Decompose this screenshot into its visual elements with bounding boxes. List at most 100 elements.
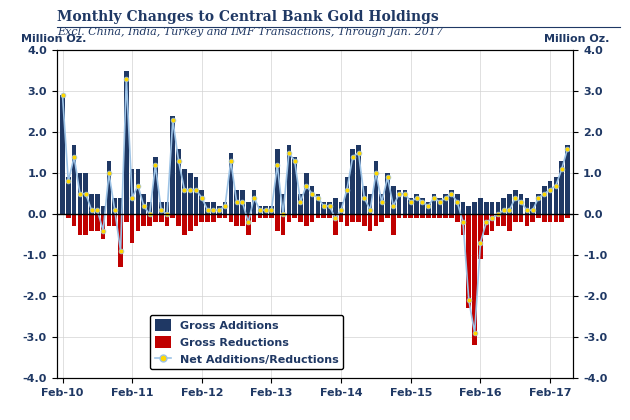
Bar: [507, 214, 512, 231]
Bar: [408, 198, 413, 214]
Bar: [205, 214, 210, 222]
Bar: [298, 194, 303, 214]
Bar: [252, 189, 256, 214]
Bar: [89, 194, 94, 214]
Bar: [211, 214, 215, 222]
Bar: [298, 214, 303, 222]
Bar: [547, 181, 553, 214]
Bar: [229, 214, 233, 222]
Bar: [205, 202, 210, 214]
Bar: [368, 214, 372, 231]
Bar: [281, 194, 285, 214]
Bar: [223, 202, 227, 214]
Bar: [164, 214, 169, 226]
Bar: [229, 153, 233, 214]
Bar: [246, 202, 251, 214]
Bar: [193, 177, 198, 214]
Bar: [345, 177, 349, 214]
Bar: [356, 214, 361, 222]
Bar: [124, 214, 129, 222]
Bar: [164, 202, 169, 214]
Bar: [258, 206, 262, 214]
Bar: [200, 214, 204, 222]
Bar: [176, 214, 181, 226]
Bar: [130, 214, 134, 243]
Bar: [182, 214, 186, 235]
Bar: [374, 214, 378, 226]
Bar: [159, 202, 164, 214]
Bar: [466, 206, 471, 214]
Bar: [60, 95, 65, 214]
Bar: [525, 214, 529, 226]
Bar: [72, 214, 76, 226]
Bar: [391, 186, 396, 214]
Bar: [316, 214, 320, 218]
Bar: [379, 194, 384, 214]
Bar: [461, 202, 466, 214]
Bar: [77, 214, 83, 235]
Bar: [449, 189, 454, 214]
Bar: [542, 214, 547, 222]
Bar: [333, 198, 338, 214]
Bar: [484, 202, 488, 214]
Bar: [559, 161, 564, 214]
Bar: [193, 214, 198, 226]
Bar: [426, 214, 430, 218]
Bar: [118, 198, 123, 214]
Bar: [356, 144, 361, 214]
Bar: [217, 206, 222, 214]
Bar: [240, 189, 245, 214]
Bar: [310, 186, 314, 214]
Bar: [159, 214, 164, 222]
Bar: [559, 214, 564, 222]
Text: Excl. China, India, Turkey and IMF Transactions, Through Jan. 2017: Excl. China, India, Turkey and IMF Trans…: [57, 27, 443, 37]
Bar: [518, 194, 524, 214]
Bar: [339, 202, 343, 214]
Bar: [449, 214, 454, 218]
Bar: [501, 198, 506, 214]
Bar: [374, 161, 378, 214]
Bar: [106, 214, 112, 226]
Bar: [408, 214, 413, 218]
Bar: [565, 214, 570, 218]
Bar: [246, 214, 251, 235]
Bar: [292, 214, 297, 218]
Bar: [171, 116, 175, 214]
Bar: [269, 214, 274, 218]
Bar: [310, 214, 314, 222]
Bar: [66, 177, 71, 214]
Bar: [101, 206, 105, 214]
Bar: [554, 214, 558, 222]
Bar: [547, 214, 553, 222]
Bar: [83, 173, 88, 214]
Bar: [432, 214, 437, 218]
Bar: [112, 214, 117, 226]
Bar: [444, 194, 448, 214]
Bar: [507, 194, 512, 214]
Bar: [501, 214, 506, 226]
Bar: [200, 189, 204, 214]
Bar: [304, 214, 309, 226]
Text: Million Oz.: Million Oz.: [544, 34, 609, 44]
Bar: [403, 214, 407, 218]
Bar: [536, 194, 541, 214]
Bar: [118, 214, 123, 268]
Bar: [420, 198, 425, 214]
Bar: [554, 177, 558, 214]
Bar: [234, 214, 239, 226]
Bar: [112, 198, 117, 214]
Bar: [327, 202, 332, 214]
Bar: [263, 214, 268, 218]
Bar: [437, 214, 442, 218]
Bar: [153, 214, 158, 222]
Bar: [142, 194, 146, 214]
Bar: [147, 202, 152, 214]
Bar: [466, 214, 471, 308]
Bar: [484, 214, 488, 235]
Bar: [316, 194, 320, 214]
Bar: [72, 144, 76, 214]
Bar: [525, 198, 529, 214]
Bar: [350, 149, 355, 214]
Bar: [362, 214, 367, 226]
Bar: [182, 169, 186, 214]
